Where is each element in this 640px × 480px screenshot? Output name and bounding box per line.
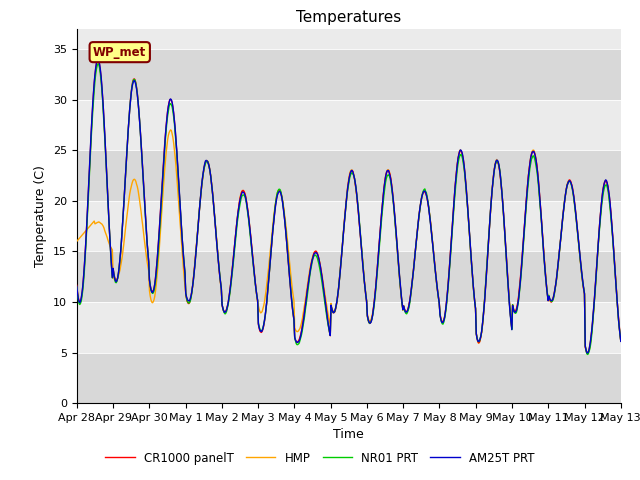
HMP — [83, 227, 90, 233]
NR01 PRT — [140, 180, 147, 185]
CR1000 panelT — [83, 224, 90, 230]
NR01 PRT — [416, 209, 424, 215]
CR1000 panelT — [416, 209, 424, 215]
Line: CR1000 panelT: CR1000 panelT — [77, 60, 621, 353]
HMP — [584, 349, 591, 355]
AM25T PRT — [73, 284, 81, 289]
HMP — [167, 127, 175, 133]
CR1000 panelT — [584, 350, 591, 356]
AM25T PRT — [195, 217, 202, 223]
CR1000 panelT — [73, 282, 81, 288]
HMP — [431, 268, 439, 274]
AM25T PRT — [223, 303, 231, 309]
NR01 PRT — [94, 61, 102, 67]
CR1000 panelT — [431, 269, 439, 275]
Bar — [77, 353, 621, 403]
Text: WP_met: WP_met — [93, 46, 147, 59]
Y-axis label: Temperature (C): Temperature (C) — [35, 165, 47, 267]
CR1000 panelT — [223, 304, 231, 310]
Line: NR01 PRT: NR01 PRT — [77, 64, 621, 354]
Legend: CR1000 panelT, HMP, NR01 PRT, AM25T PRT: CR1000 panelT, HMP, NR01 PRT, AM25T PRT — [100, 447, 540, 469]
X-axis label: Time: Time — [333, 429, 364, 442]
Line: HMP: HMP — [77, 130, 621, 352]
HMP — [223, 303, 231, 309]
AM25T PRT — [584, 350, 591, 356]
Title: Temperatures: Temperatures — [296, 10, 401, 25]
HMP — [617, 338, 625, 344]
Line: AM25T PRT: AM25T PRT — [77, 59, 621, 353]
AM25T PRT — [140, 180, 147, 185]
AM25T PRT — [617, 338, 625, 344]
NR01 PRT — [73, 284, 81, 290]
NR01 PRT — [195, 216, 202, 222]
CR1000 panelT — [94, 57, 102, 63]
Bar — [77, 252, 621, 302]
NR01 PRT — [431, 270, 439, 276]
CR1000 panelT — [617, 338, 625, 344]
HMP — [195, 216, 202, 222]
HMP — [73, 239, 81, 244]
Bar — [77, 150, 621, 201]
HMP — [416, 208, 424, 214]
AM25T PRT — [83, 224, 90, 229]
AM25T PRT — [94, 56, 102, 61]
Bar — [77, 49, 621, 100]
CR1000 panelT — [195, 216, 202, 222]
NR01 PRT — [83, 229, 90, 235]
HMP — [139, 222, 147, 228]
NR01 PRT — [617, 338, 625, 344]
AM25T PRT — [431, 269, 439, 275]
NR01 PRT — [584, 351, 591, 357]
NR01 PRT — [223, 305, 231, 311]
AM25T PRT — [416, 208, 424, 214]
CR1000 panelT — [140, 179, 147, 184]
